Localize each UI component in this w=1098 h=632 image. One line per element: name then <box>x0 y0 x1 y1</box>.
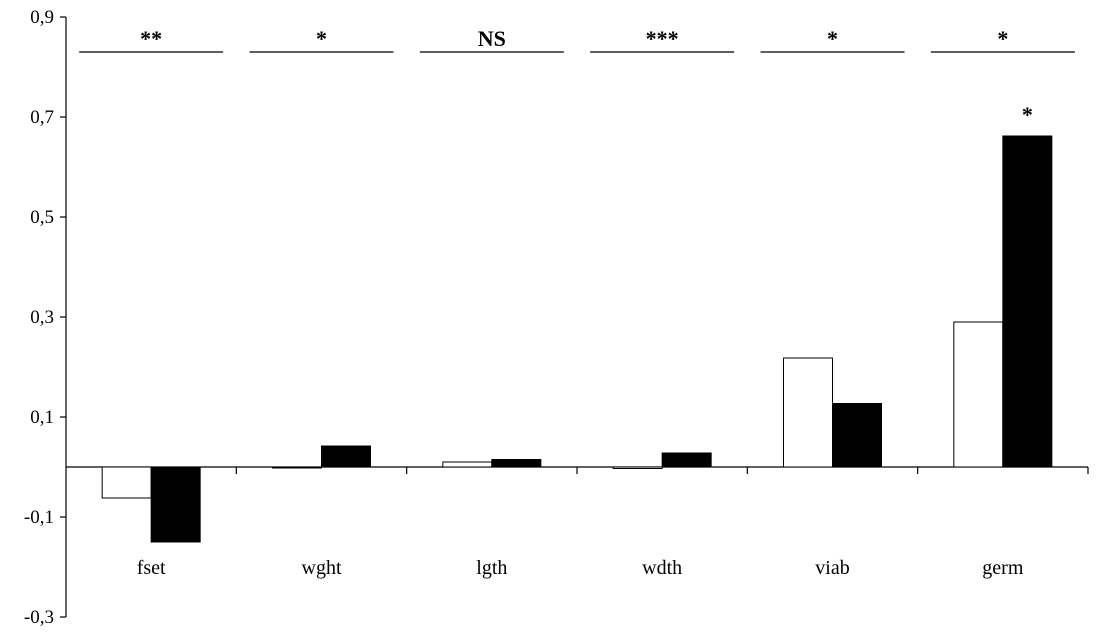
y-tick-label: 0,3 <box>30 307 54 328</box>
category-label: germ <box>982 557 1024 579</box>
bar-germ-series-1 <box>953 321 1004 468</box>
bar-viab-series-1 <box>783 357 833 468</box>
y-tick-label: 0,7 <box>30 107 54 128</box>
category-label: wdth <box>642 557 682 579</box>
bar-wdth-series-2 <box>661 452 712 468</box>
significance-label: * <box>316 26 327 51</box>
category-label: wght <box>302 557 342 579</box>
significance-label: * <box>827 26 838 51</box>
bar-lgth-series-1 <box>442 461 493 468</box>
bar-germ-series-2 <box>1002 135 1053 468</box>
significance-label: NS <box>478 26 506 51</box>
category-label: lgth <box>476 557 507 579</box>
bar-wdth-series-1 <box>612 466 663 469</box>
bar-fset-series-2 <box>150 466 201 543</box>
significance-label: * <box>997 26 1008 51</box>
significance-label: ** <box>140 26 162 51</box>
bar-significance-label: * <box>1022 102 1033 127</box>
y-tick-label: 0,9 <box>30 7 54 28</box>
y-axis: -0,3 -0,1 0,1 0,3 0,5 0,7 0,9 <box>24 7 67 628</box>
significance-annotations: ** * NS *** * ** <box>79 26 1075 127</box>
bar-lgth-series-2 <box>491 459 542 468</box>
category-label: viab <box>815 557 849 579</box>
bar-fset-series-1 <box>101 466 152 499</box>
bar-viab-series-2 <box>832 403 882 468</box>
y-tick-label: -0,3 <box>24 607 54 628</box>
y-tick-label: 0,1 <box>30 407 54 428</box>
bar-wght-series-2 <box>321 445 371 468</box>
y-tick-label: 0,5 <box>30 207 54 228</box>
bars <box>101 135 1053 543</box>
x-axis <box>66 466 1089 474</box>
bar-wght-series-1 <box>272 466 322 469</box>
category-label: fset <box>137 557 166 579</box>
significance-label: *** <box>646 26 679 51</box>
y-tick-label: -0,1 <box>24 507 54 528</box>
category-labels: fset wght lgth wdth viab germ <box>137 557 1024 579</box>
